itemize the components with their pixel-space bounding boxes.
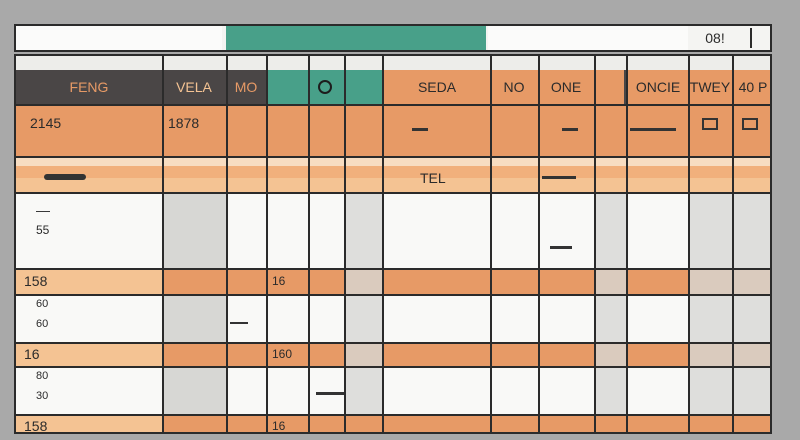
spreadsheet-grid: FENG VELA MO SEDA NO ONE ONCIE TWEY 40 P…: [14, 54, 772, 434]
cell-r5-c0a[interactable]: 60: [36, 298, 49, 310]
grid-line: [162, 56, 164, 432]
grid-line: [626, 56, 628, 432]
box-icon[interactable]: [742, 118, 758, 130]
grey-col: [162, 192, 226, 268]
grid-line: [382, 56, 384, 432]
grid-line: [226, 56, 228, 432]
row-4-first: [16, 268, 162, 294]
grid-line: [16, 366, 770, 368]
row-2: [16, 156, 770, 166]
cell-r7-c0b[interactable]: 30: [36, 390, 49, 402]
header-orange-right: [628, 70, 770, 104]
cell-r1-c1[interactable]: 1878: [168, 115, 200, 131]
row-8-first: [16, 414, 162, 432]
formula-input[interactable]: [16, 26, 222, 50]
box-icon[interactable]: [702, 118, 718, 130]
teal-tab[interactable]: [226, 26, 486, 50]
cell-r4-c3[interactable]: 16: [272, 274, 286, 288]
col-header-no[interactable]: NO: [503, 79, 525, 95]
underline-mark: [562, 128, 578, 131]
grid-line: [344, 56, 346, 432]
grid-line: [16, 342, 770, 344]
cell-r3-c0a[interactable]: —: [36, 202, 50, 218]
cell-r3-c0b[interactable]: 55: [36, 223, 50, 237]
cell-r6-c3[interactable]: 160: [272, 347, 293, 361]
circle-icon[interactable]: [318, 80, 332, 94]
grid-line: [538, 56, 540, 432]
name-box[interactable]: [488, 26, 688, 50]
grey-col: [344, 192, 382, 414]
row-2c: [16, 178, 770, 192]
grey-col: [688, 192, 770, 414]
grid-line: [16, 414, 770, 416]
grid-line: [16, 294, 770, 296]
row-5: [16, 294, 770, 342]
scroll-handle[interactable]: [44, 174, 86, 180]
row-8: [16, 414, 770, 432]
grid-line: [16, 156, 770, 158]
grid-line: [16, 104, 770, 106]
cell-ref: 08!: [705, 30, 725, 46]
col-header-twey[interactable]: TWEY: [689, 79, 731, 95]
grey-col: [162, 294, 226, 342]
grey-col: [162, 366, 226, 414]
cell-r7-c0a[interactable]: 80: [36, 370, 49, 382]
col-header-oncie[interactable]: ONCIE: [635, 79, 681, 95]
grey-col: [594, 192, 626, 414]
grid-line: [16, 192, 770, 194]
cell-r4-c0[interactable]: 158: [24, 273, 48, 289]
cell-r1-c0[interactable]: 2145: [30, 115, 62, 131]
cell-r8-c3[interactable]: 16: [272, 419, 286, 433]
underline-mark: [550, 246, 572, 249]
grid-line: [266, 56, 268, 432]
grid-line: [308, 56, 310, 432]
grid-line: [490, 56, 492, 432]
col-header-seda[interactable]: SEDA: [417, 79, 457, 95]
underline-mark: [542, 176, 576, 179]
row-3: [16, 192, 770, 268]
header-orange: [384, 70, 624, 104]
grid-line: [16, 268, 770, 270]
col-header-40p[interactable]: 40 P: [738, 79, 768, 95]
grid-line: [594, 56, 596, 432]
underline-mark: [412, 128, 428, 131]
cell-r6-c0[interactable]: 16: [24, 346, 40, 362]
row-6-first: [16, 342, 162, 366]
underline-mark: [316, 392, 346, 395]
cell-r5-c0b[interactable]: 60: [36, 318, 49, 330]
cell-r8-c0[interactable]: 158: [24, 418, 48, 434]
col-header-mo[interactable]: MO: [234, 79, 258, 95]
col-header-feng[interactable]: FENG: [69, 79, 109, 95]
cell-r2-c5[interactable]: TEL: [420, 170, 446, 186]
col-header-vela[interactable]: VELA: [176, 79, 212, 95]
grid-line: [688, 56, 690, 432]
underline-mark: [230, 322, 248, 324]
underline-mark: [630, 128, 676, 131]
dropdown-arrow-icon[interactable]: [750, 28, 770, 48]
col-header-one[interactable]: ONE: [550, 79, 582, 95]
grid-line: [732, 56, 734, 432]
row-7: [16, 366, 770, 414]
